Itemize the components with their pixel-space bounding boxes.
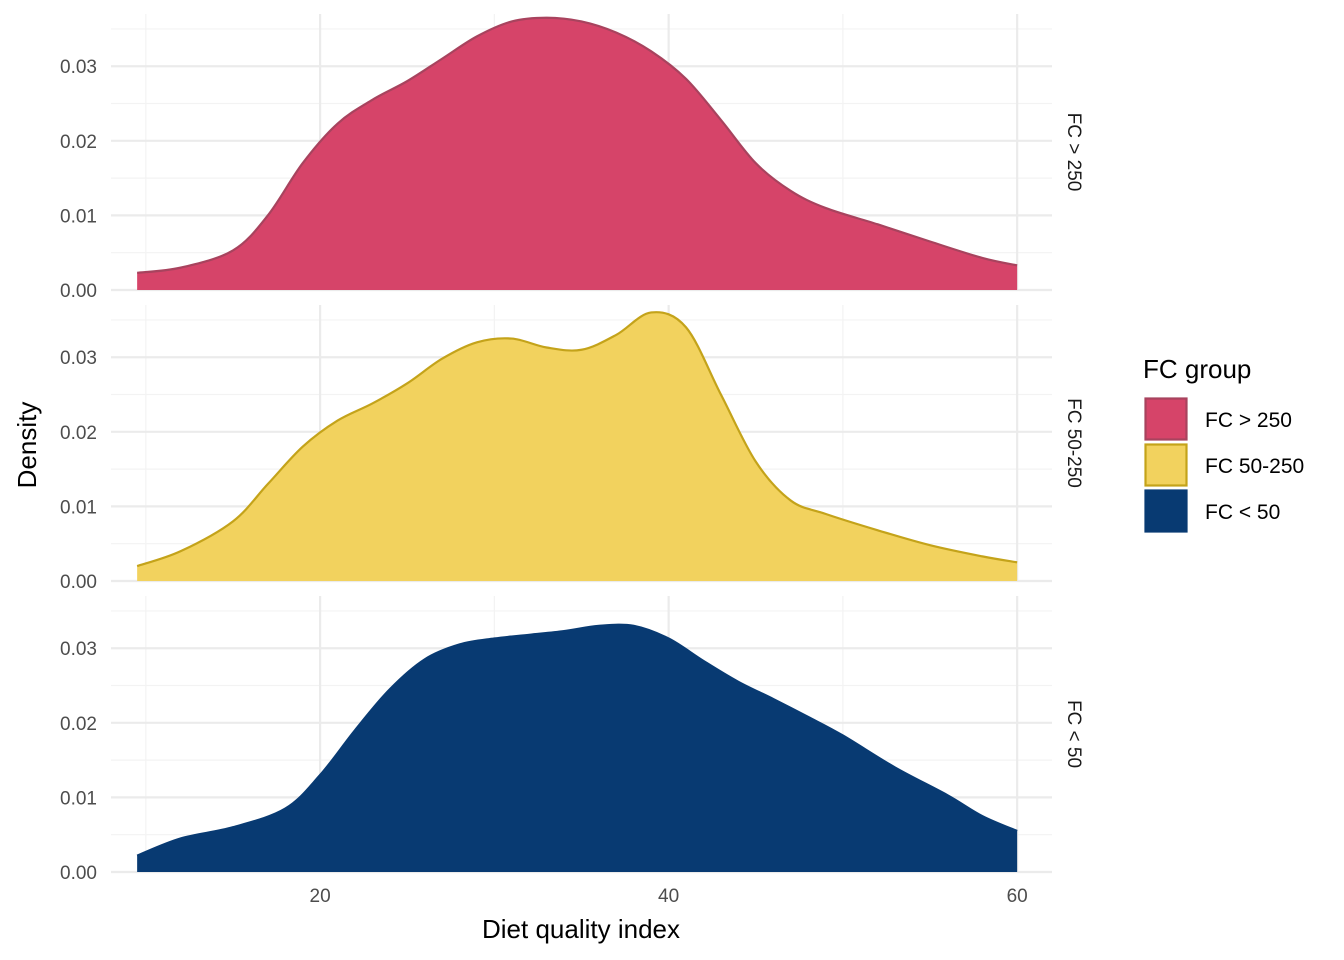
- y-tick-label: 0.02: [60, 132, 97, 153]
- y-tick-label: 0.03: [60, 57, 97, 78]
- facet-strip-label: FC > 250: [1063, 113, 1084, 192]
- legend-title: FC group: [1143, 354, 1251, 384]
- facet-strip-label: FC < 50: [1063, 700, 1084, 768]
- density-area: [137, 17, 1018, 290]
- y-tick-label: 0.00: [60, 281, 97, 302]
- x-tick-label: 40: [658, 886, 679, 907]
- density-line: [136, 311, 1018, 568]
- y-tick-label: 0.01: [60, 497, 97, 518]
- x-axis-title: Diet quality index: [482, 914, 680, 944]
- y-tick-label: 0.01: [60, 206, 97, 227]
- facet-panel: 0.00 0.01 0.02 0.03 FC > 250: [60, 14, 1084, 302]
- y-tick-label: 0.00: [60, 863, 97, 884]
- legend-label: FC > 250: [1205, 409, 1292, 432]
- density-line: [137, 16, 1018, 274]
- x-axis: 20 40 60: [310, 886, 1028, 907]
- y-tick-label: 0.03: [60, 348, 97, 369]
- y-tick-label: 0.02: [60, 714, 97, 735]
- facet-strip-label: FC 50-250: [1063, 398, 1084, 488]
- legend-key: [1144, 489, 1188, 533]
- legend-label: FC 50-250: [1205, 455, 1304, 478]
- x-tick-label: 60: [1007, 886, 1028, 907]
- y-tick-label: 0.01: [60, 788, 97, 809]
- x-tick-label: 20: [310, 886, 331, 907]
- y-tick-label: 0.00: [60, 572, 97, 593]
- facet-panel: 0.00 0.01 0.02 0.03 FC < 50: [60, 596, 1084, 884]
- density-line: [136, 623, 1018, 857]
- density-area: [137, 312, 1018, 581]
- y-tick-label: 0.02: [60, 423, 97, 444]
- facet-panels: 0.00 0.01 0.02 0.03 FC > 250 0.00 0.01 0.02 0.03…: [60, 14, 1084, 884]
- facet-panel: 0.00 0.01 0.02 0.03 FC 50-250: [60, 305, 1084, 593]
- legend-key: [1144, 443, 1188, 487]
- legend: FC group FC > 250 FC 50-250 FC < 50: [1143, 354, 1304, 533]
- y-tick-label: 0.03: [60, 639, 97, 660]
- density-area: [137, 624, 1018, 872]
- legend-key: [1144, 397, 1188, 441]
- legend-label: FC < 50: [1205, 501, 1280, 524]
- y-axis-title: Density: [12, 402, 42, 489]
